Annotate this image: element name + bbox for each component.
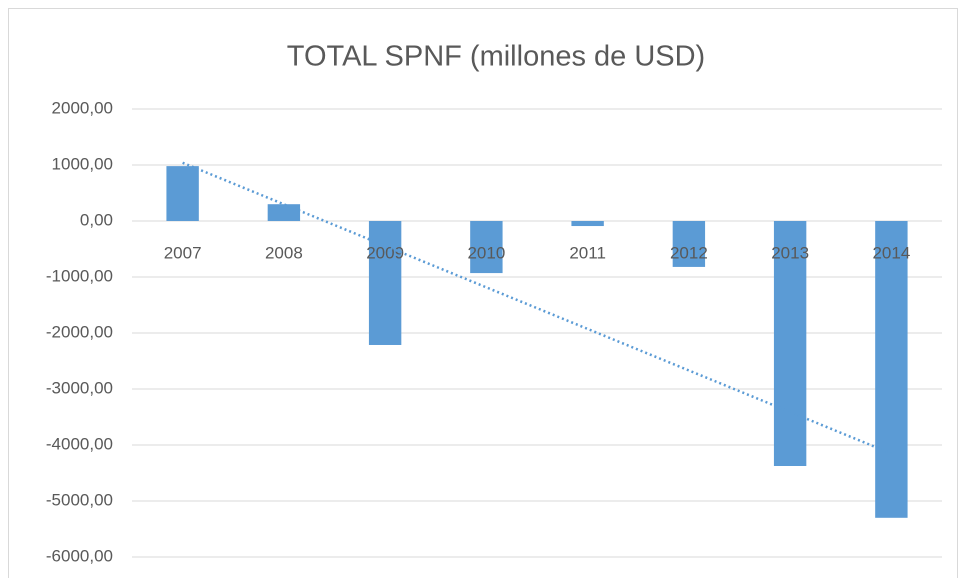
chart-title: TOTAL SPNF (millones de USD) bbox=[287, 41, 705, 73]
y-tick-label: -6000,00 bbox=[46, 546, 113, 565]
y-tick-label: 0,00 bbox=[80, 210, 113, 229]
bar bbox=[267, 204, 301, 221]
y-tick-label: 1000,00 bbox=[52, 154, 113, 173]
x-tick-label: 2009 bbox=[366, 243, 404, 262]
y-tick-label: 2000,00 bbox=[52, 98, 113, 117]
bar bbox=[672, 221, 706, 267]
bar bbox=[470, 221, 503, 274]
y-tick-label: -3000,00 bbox=[46, 378, 113, 397]
y-tick-label: -2000,00 bbox=[46, 322, 113, 341]
chart-border bbox=[8, 8, 958, 578]
y-tick-label: -1000,00 bbox=[46, 266, 113, 285]
x-tick-label: 2013 bbox=[771, 243, 809, 262]
x-tick-label: 2012 bbox=[670, 243, 708, 262]
bar bbox=[773, 221, 807, 466]
bar bbox=[166, 166, 199, 221]
x-tick-label: 2011 bbox=[569, 243, 606, 262]
y-tick-label: -5000,00 bbox=[46, 490, 113, 509]
bar bbox=[571, 221, 604, 227]
y-tick-label: -4000,00 bbox=[46, 434, 113, 453]
x-tick-label: 2010 bbox=[467, 243, 505, 262]
x-tick-label: 2007 bbox=[164, 243, 202, 262]
bar bbox=[875, 221, 908, 518]
x-tick-label: 2014 bbox=[872, 243, 910, 262]
bar bbox=[368, 221, 402, 345]
x-tick-label: 2008 bbox=[265, 243, 303, 262]
